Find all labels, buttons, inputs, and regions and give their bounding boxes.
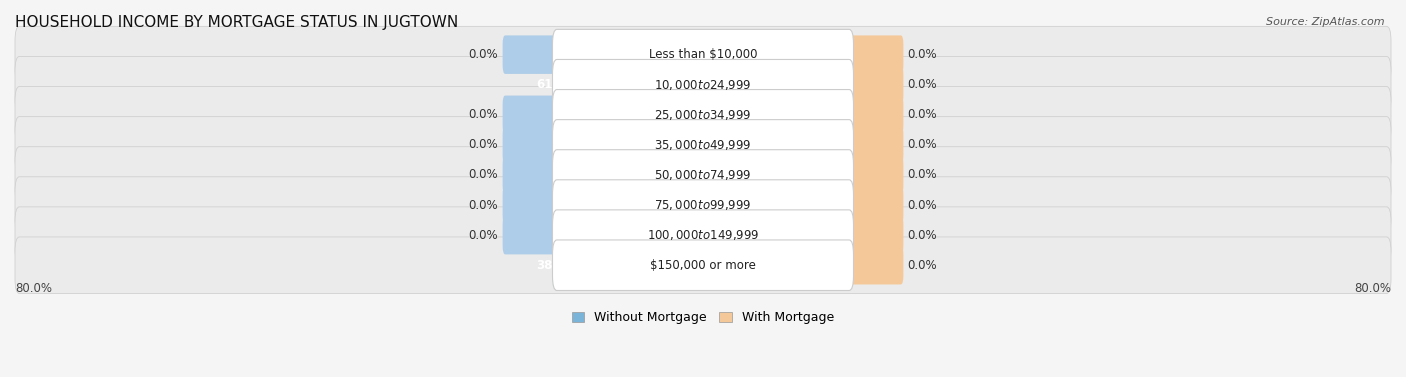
Text: $10,000 to $24,999: $10,000 to $24,999 xyxy=(654,78,752,92)
FancyBboxPatch shape xyxy=(846,35,904,74)
FancyBboxPatch shape xyxy=(846,66,904,104)
FancyBboxPatch shape xyxy=(553,90,853,140)
FancyBboxPatch shape xyxy=(553,180,853,230)
Text: 61.5%: 61.5% xyxy=(536,78,578,91)
Text: 0.0%: 0.0% xyxy=(468,169,498,181)
FancyBboxPatch shape xyxy=(15,116,1391,173)
FancyBboxPatch shape xyxy=(553,240,561,291)
Text: 0.0%: 0.0% xyxy=(468,48,498,61)
Text: Less than $10,000: Less than $10,000 xyxy=(648,48,758,61)
FancyBboxPatch shape xyxy=(502,95,560,134)
Text: $100,000 to $149,999: $100,000 to $149,999 xyxy=(647,228,759,242)
FancyBboxPatch shape xyxy=(553,240,853,291)
FancyBboxPatch shape xyxy=(553,150,853,200)
Text: 0.0%: 0.0% xyxy=(908,78,938,91)
Text: 0.0%: 0.0% xyxy=(908,138,938,152)
Legend: Without Mortgage, With Mortgage: Without Mortgage, With Mortgage xyxy=(567,306,839,329)
FancyBboxPatch shape xyxy=(502,35,560,74)
Text: $75,000 to $99,999: $75,000 to $99,999 xyxy=(654,198,752,212)
FancyBboxPatch shape xyxy=(846,216,904,254)
FancyBboxPatch shape xyxy=(502,186,560,224)
FancyBboxPatch shape xyxy=(553,60,561,110)
Text: $35,000 to $49,999: $35,000 to $49,999 xyxy=(654,138,752,152)
FancyBboxPatch shape xyxy=(846,126,904,164)
Text: 0.0%: 0.0% xyxy=(468,199,498,211)
FancyBboxPatch shape xyxy=(15,57,1391,113)
FancyBboxPatch shape xyxy=(846,186,904,224)
FancyBboxPatch shape xyxy=(502,216,560,254)
FancyBboxPatch shape xyxy=(553,60,853,110)
FancyBboxPatch shape xyxy=(846,246,904,285)
FancyBboxPatch shape xyxy=(15,177,1391,233)
Text: 0.0%: 0.0% xyxy=(908,48,938,61)
FancyBboxPatch shape xyxy=(15,237,1391,294)
FancyBboxPatch shape xyxy=(15,87,1391,143)
FancyBboxPatch shape xyxy=(553,120,853,170)
Text: 38.5%: 38.5% xyxy=(536,259,578,272)
Text: $25,000 to $34,999: $25,000 to $34,999 xyxy=(654,108,752,122)
Text: 80.0%: 80.0% xyxy=(1354,282,1391,295)
Text: $50,000 to $74,999: $50,000 to $74,999 xyxy=(654,168,752,182)
Text: 80.0%: 80.0% xyxy=(15,282,52,295)
Text: 0.0%: 0.0% xyxy=(908,108,938,121)
Text: 0.0%: 0.0% xyxy=(908,228,938,242)
Text: 0.0%: 0.0% xyxy=(468,108,498,121)
FancyBboxPatch shape xyxy=(846,156,904,194)
FancyBboxPatch shape xyxy=(15,26,1391,83)
FancyBboxPatch shape xyxy=(846,95,904,134)
Text: HOUSEHOLD INCOME BY MORTGAGE STATUS IN JUGTOWN: HOUSEHOLD INCOME BY MORTGAGE STATUS IN J… xyxy=(15,15,458,30)
Text: $150,000 or more: $150,000 or more xyxy=(650,259,756,272)
FancyBboxPatch shape xyxy=(15,147,1391,203)
FancyBboxPatch shape xyxy=(553,210,853,261)
Text: 0.0%: 0.0% xyxy=(908,259,938,272)
Text: 0.0%: 0.0% xyxy=(908,169,938,181)
Text: Source: ZipAtlas.com: Source: ZipAtlas.com xyxy=(1267,17,1385,27)
Text: 0.0%: 0.0% xyxy=(908,199,938,211)
Text: 0.0%: 0.0% xyxy=(468,228,498,242)
FancyBboxPatch shape xyxy=(502,156,560,194)
Text: 0.0%: 0.0% xyxy=(468,138,498,152)
FancyBboxPatch shape xyxy=(553,29,853,80)
FancyBboxPatch shape xyxy=(502,126,560,164)
FancyBboxPatch shape xyxy=(15,207,1391,264)
